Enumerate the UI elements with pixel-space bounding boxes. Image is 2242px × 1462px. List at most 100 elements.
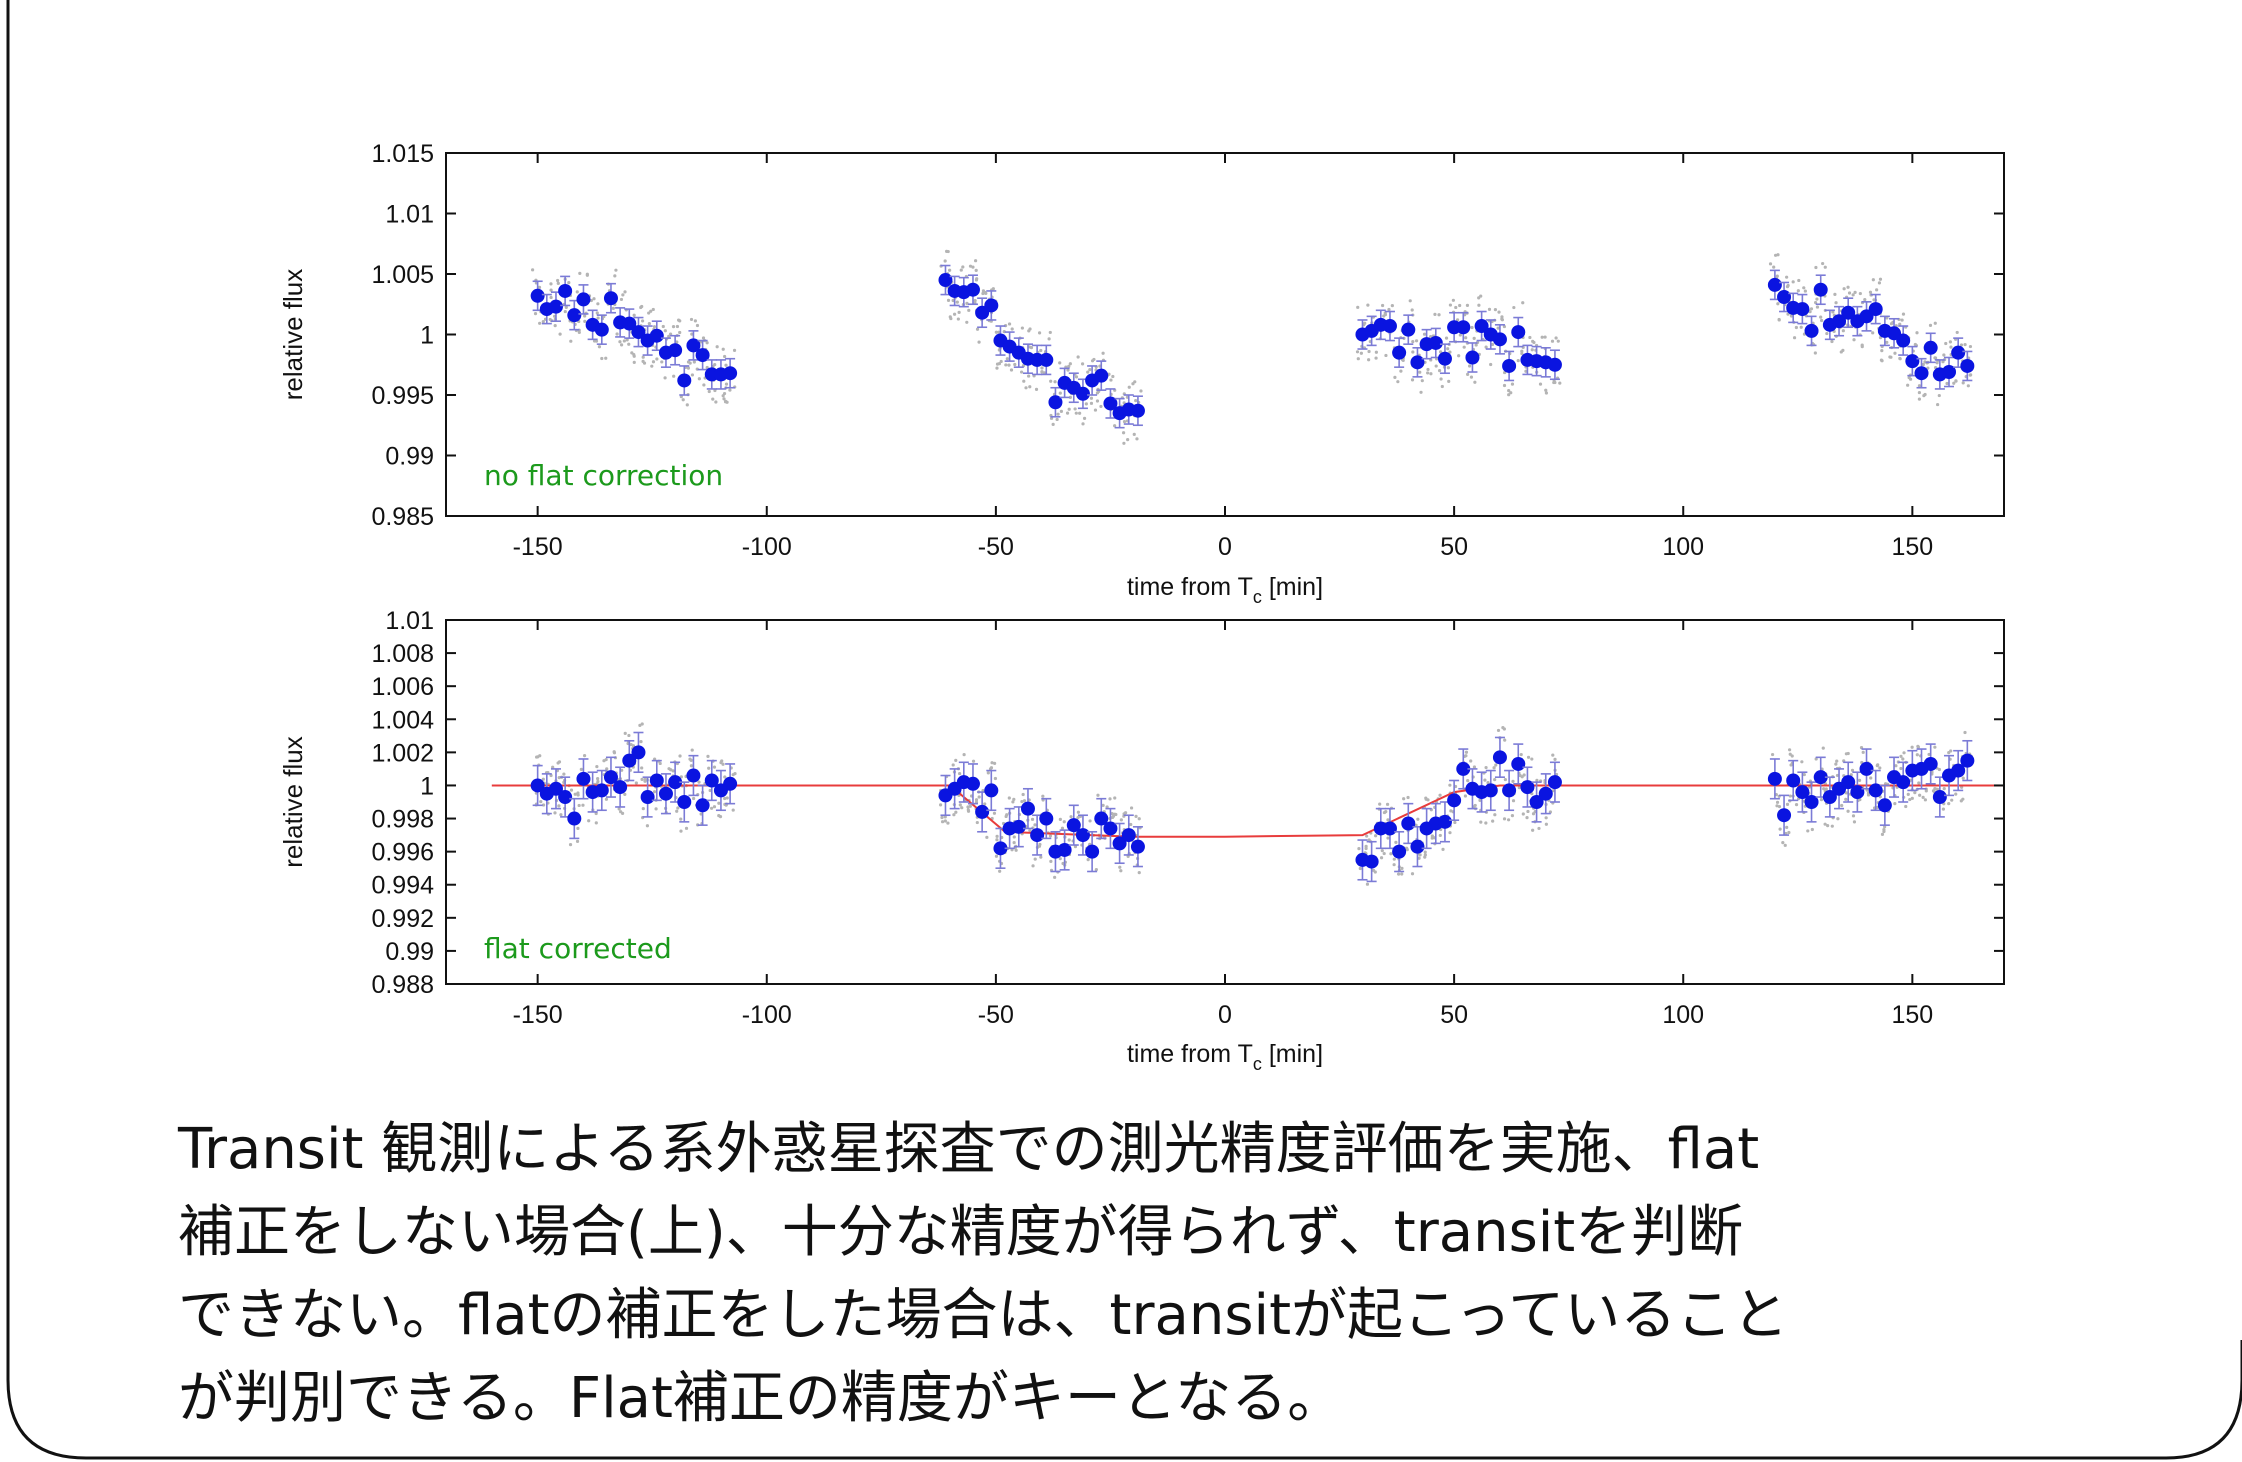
- data-point: [1822, 790, 1837, 805]
- raw-point: [1544, 391, 1549, 395]
- raw-point: [1451, 298, 1455, 302]
- raw-point: [1074, 375, 1079, 379]
- raw-point: [1491, 819, 1495, 823]
- raw-point: [1922, 394, 1926, 398]
- raw-point: [1510, 382, 1515, 386]
- raw-point: [533, 312, 538, 316]
- raw-point: [692, 360, 696, 364]
- raw-point: [697, 377, 701, 381]
- raw-point: [723, 354, 727, 359]
- raw-point: [1948, 340, 1952, 344]
- raw-point: [975, 327, 980, 331]
- raw-point: [576, 793, 580, 797]
- raw-point: [1787, 830, 1791, 835]
- raw-point: [688, 361, 692, 365]
- raw-point: [1464, 754, 1468, 758]
- data-point: [622, 316, 637, 331]
- data-point: [1538, 786, 1553, 801]
- raw-point: [1489, 362, 1493, 367]
- data-point: [530, 778, 545, 793]
- data-point: [993, 841, 1008, 856]
- raw-point: [705, 341, 709, 345]
- raw-point: [1544, 822, 1548, 826]
- raw-point: [1380, 849, 1384, 853]
- x-tick-label: 150: [1891, 1001, 1933, 1029]
- data-point: [649, 328, 664, 343]
- raw-point: [1053, 380, 1057, 384]
- raw-point: [675, 340, 679, 344]
- raw-point: [1037, 331, 1042, 335]
- data-point: [1437, 814, 1452, 829]
- raw-point: [1833, 292, 1837, 296]
- data-point: [1777, 289, 1792, 304]
- chart-area: -150 -100 -50 0 50 100 1500.9850.990.99511.005…: [278, 140, 2005, 1074]
- raw-point: [1386, 836, 1390, 840]
- data-point: [1502, 783, 1517, 798]
- raw-point: [954, 758, 958, 763]
- raw-point: [1781, 841, 1785, 845]
- raw-point: [1511, 779, 1515, 783]
- raw-point: [1493, 308, 1498, 312]
- raw-point: [575, 839, 580, 843]
- raw-point: [1902, 751, 1906, 755]
- raw-point: [1129, 806, 1134, 810]
- raw-point: [1034, 387, 1039, 391]
- raw-point: [1448, 350, 1452, 354]
- data-point: [1085, 844, 1100, 859]
- raw-point: [1067, 838, 1071, 842]
- data-point: [1547, 775, 1562, 790]
- raw-point: [1396, 380, 1400, 384]
- raw-point: [1422, 332, 1427, 336]
- raw-point: [557, 760, 562, 764]
- raw-point: [1465, 303, 1470, 307]
- raw-point: [1062, 820, 1066, 824]
- raw-point: [1788, 794, 1792, 798]
- raw-point: [541, 319, 545, 324]
- raw-point: [1424, 797, 1428, 801]
- raw-point: [1448, 783, 1452, 787]
- raw-point: [1447, 379, 1451, 383]
- raw-point: [965, 301, 969, 305]
- raw-point: [1520, 351, 1524, 356]
- raw-point: [556, 278, 560, 283]
- data-point: [1094, 811, 1109, 826]
- slide-frame: [6, 0, 2242, 1460]
- data-point: [1382, 821, 1397, 836]
- raw-point: [1058, 391, 1062, 395]
- raw-point: [1119, 869, 1123, 873]
- raw-point: [1387, 307, 1391, 312]
- data-point: [1382, 319, 1397, 334]
- raw-point: [611, 306, 615, 310]
- y-tick-label: 1.015: [371, 140, 434, 168]
- raw-point: [1773, 253, 1778, 257]
- raw-point: [1904, 804, 1908, 809]
- raw-point: [1933, 356, 1937, 360]
- raw-point: [623, 731, 627, 735]
- raw-point: [943, 815, 947, 819]
- data-point: [1130, 839, 1145, 854]
- raw-point: [1074, 411, 1078, 415]
- raw-point: [1385, 802, 1390, 806]
- raw-point: [1118, 865, 1122, 869]
- raw-point: [1390, 303, 1394, 308]
- raw-point: [1094, 868, 1098, 872]
- raw-point: [614, 268, 618, 272]
- raw-point: [1510, 814, 1515, 818]
- raw-point: [1898, 357, 1902, 361]
- raw-point: [1484, 345, 1488, 349]
- raw-point: [679, 817, 683, 821]
- data-point: [975, 804, 990, 819]
- raw-point: [1419, 390, 1423, 394]
- raw-point: [613, 274, 617, 278]
- raw-point: [1039, 855, 1043, 859]
- data-point: [1511, 325, 1526, 340]
- data-point: [1868, 302, 1883, 317]
- raw-point: [1472, 336, 1476, 341]
- raw-point: [997, 362, 1002, 366]
- raw-point: [573, 792, 577, 796]
- raw-point: [1012, 797, 1016, 801]
- y-tick-label: 1.01: [385, 607, 434, 635]
- raw-point: [1819, 315, 1823, 319]
- raw-point: [1367, 358, 1371, 362]
- raw-point: [596, 302, 600, 306]
